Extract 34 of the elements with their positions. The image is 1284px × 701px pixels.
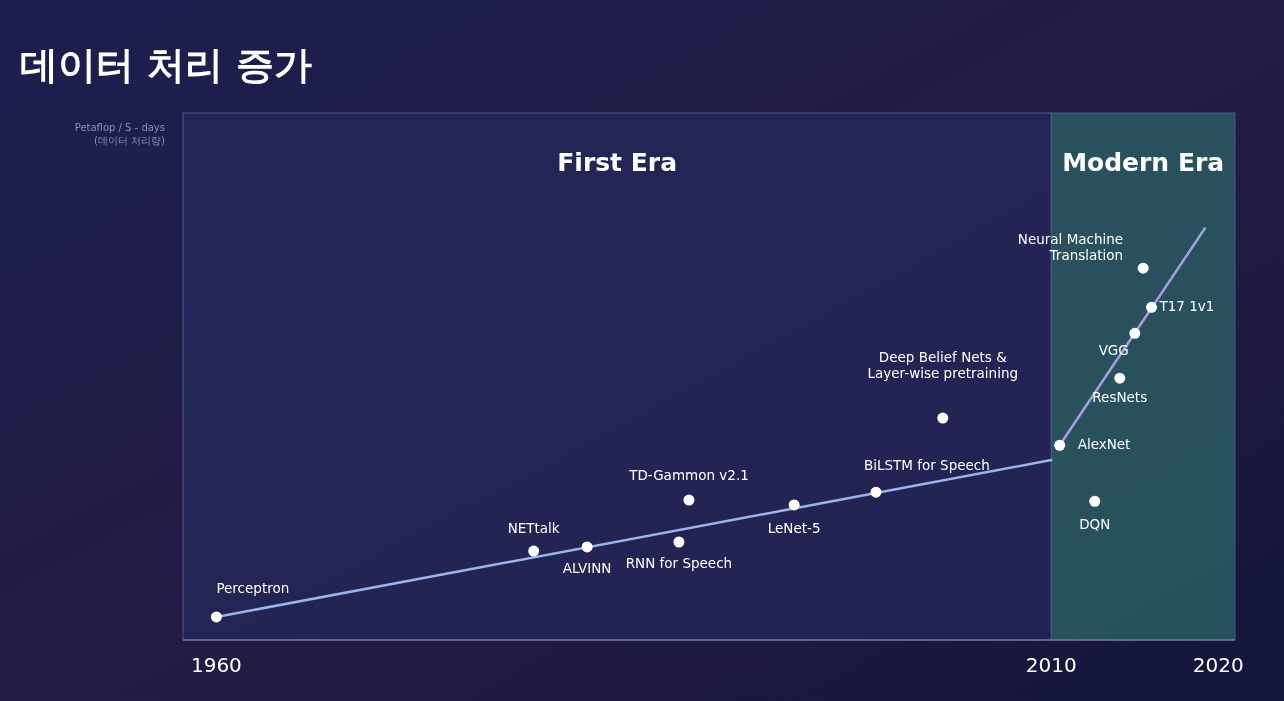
point — [870, 486, 882, 498]
point — [937, 412, 949, 424]
point — [1146, 301, 1158, 313]
point — [1089, 495, 1101, 507]
annotation: T17 1v1 — [1158, 298, 1215, 315]
point — [788, 499, 800, 511]
x-tick-label: 1960 — [190, 653, 242, 677]
annotation: DQN — [1079, 516, 1111, 533]
annotation: ALVINN — [562, 559, 612, 576]
point — [528, 545, 540, 557]
band-label: Modern Era — [1062, 148, 1225, 177]
annotation: BiLSTM for Speech — [863, 457, 990, 474]
point — [673, 536, 685, 548]
band-label: First Era — [557, 148, 678, 177]
point — [1129, 327, 1141, 339]
annotation: RNN for Speech — [625, 555, 733, 572]
point — [683, 494, 695, 506]
text: Petaflop / S - days (데이터 처리량) — [74, 122, 166, 146]
annotation: AlexNet — [1077, 436, 1131, 453]
annotation: Deep Belief Nets & Layer-wise pretraining — [867, 349, 1019, 382]
x-tick-label: 2020 — [1192, 653, 1244, 677]
annotation: Perceptron — [216, 579, 290, 596]
x-tick-label: 2010 — [1025, 653, 1077, 677]
annotation: ResNets — [1092, 389, 1148, 406]
point — [1114, 372, 1126, 384]
annotation: LeNet-5 — [767, 519, 821, 536]
point — [210, 611, 222, 623]
point — [1054, 439, 1066, 451]
annotation: Neural Machine Translation — [1017, 231, 1124, 264]
annotation: TD-Gammon v2.1 — [628, 467, 749, 484]
chart-title: 데이터 처리 증가 — [20, 43, 313, 87]
point — [581, 541, 593, 553]
annotation: NETtalk — [507, 520, 560, 537]
point — [1137, 262, 1149, 274]
